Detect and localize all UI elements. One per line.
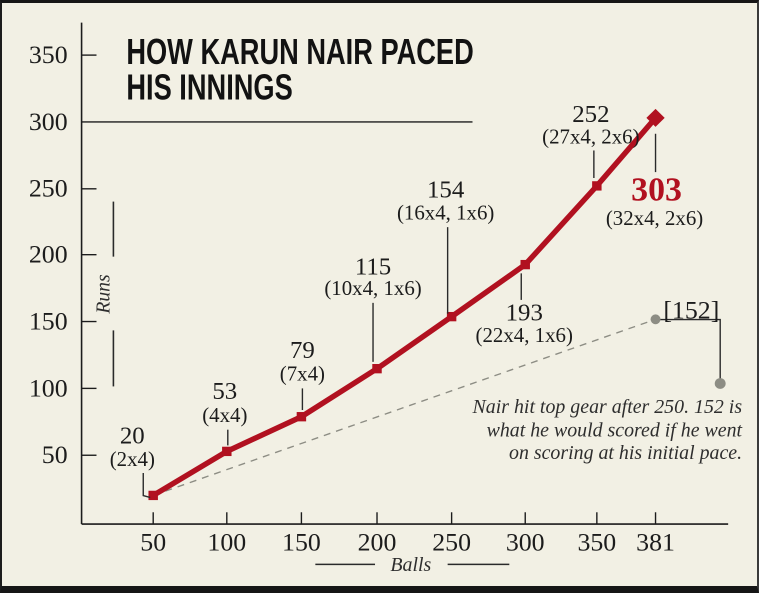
footnote: Nair hit top gear after 250. 152 is what… [472, 396, 743, 464]
series-line-layer [148, 108, 665, 501]
point-detail-20: (2x4) [110, 449, 155, 471]
x-tick-label: 100 [207, 528, 246, 557]
y-tick-label: 100 [29, 373, 68, 402]
x-tick-label: 50 [140, 528, 166, 557]
point-detail-193: (22x4, 1x6) [476, 325, 573, 347]
point-detail-252: (27x4, 2x6) [542, 127, 639, 149]
data-point-marker [296, 412, 307, 422]
y-tick-label: 300 [29, 107, 68, 136]
point-detail-303: (32x4, 2x6) [606, 208, 703, 230]
projection-value-label: [152] [663, 296, 719, 325]
series-line [151, 116, 658, 498]
x-axis-title: Balls [390, 554, 431, 576]
projection-callout-dot [714, 378, 726, 389]
projection-group: [152] [152, 296, 726, 497]
y-tick-label: 150 [29, 307, 68, 336]
point-label-115: 115 [355, 253, 391, 280]
note-line-3: on scoring at his initial pace. [509, 442, 742, 464]
chart-title-line-2: HIS INNINGS [126, 67, 292, 108]
page-title: HOW KARUN NAIR PACED HIS INNINGS [126, 31, 473, 107]
y-tick-label: 200 [29, 240, 68, 269]
x-tick-label: 150 [282, 528, 321, 557]
y-tick-label: 350 [29, 40, 68, 69]
note-line-2: what he would scored if he went [487, 420, 743, 442]
x-tick-label: 381 [636, 528, 675, 557]
data-point-marker [520, 259, 530, 270]
point-label-20: 20 [120, 423, 145, 450]
data-point-marker [646, 108, 665, 127]
point-label-252: 252 [572, 101, 609, 128]
point-label-303: 303 [631, 172, 682, 209]
data-point-marker [148, 490, 158, 501]
data-point-marker [446, 311, 457, 322]
projection-endpoint-dot [650, 314, 661, 325]
x-tick-label: 300 [506, 528, 545, 557]
x-tick-label: 350 [577, 528, 616, 557]
data-point-marker [372, 364, 382, 374]
data-point-marker [222, 446, 232, 457]
y-tick-label: 250 [29, 174, 68, 203]
point-detail-53: (4x4) [202, 405, 247, 427]
point-detail-154: (16x4, 1x6) [397, 202, 494, 224]
data-point-marker [592, 181, 602, 191]
projection-dashed-line [152, 318, 656, 497]
point-label-193: 193 [506, 300, 543, 327]
point-label-53: 53 [212, 378, 237, 405]
point-annotations: 20 (2x4) 53 (4x4) 79 (7x4) 115 (10x4, 1x… [110, 101, 703, 499]
projection-callout-elbow [655, 318, 721, 380]
point-detail-79: (7x4) [280, 364, 325, 386]
point-label-79: 79 [290, 337, 315, 364]
chart-title-line-1: HOW KARUN NAIR PACED [126, 31, 473, 72]
x-tick-label: 200 [358, 528, 397, 557]
y-axis-title: Runs [92, 274, 114, 315]
note-line-1: Nair hit top gear after 250. 152 is [472, 396, 743, 418]
y-tick-label: 50 [42, 440, 68, 469]
x-tick-label: 250 [432, 528, 471, 557]
point-detail-115: (10x4, 1x6) [324, 278, 421, 300]
point-label-154: 154 [427, 177, 464, 204]
innings-pace-chart: 350 300 250 200 150 100 50 50 100 150 20… [29, 22, 743, 576]
leader-20 [142, 472, 151, 499]
